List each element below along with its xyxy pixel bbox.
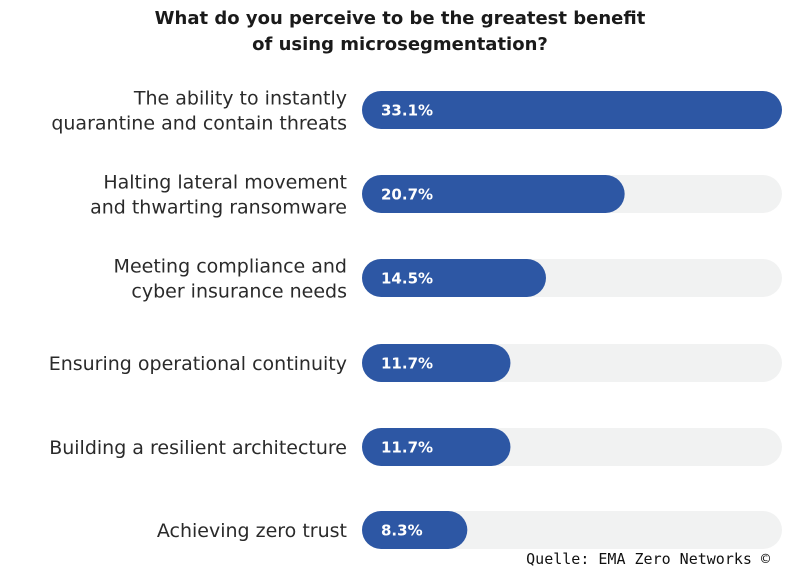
category-label-1-line-0: Halting lateral movement (103, 172, 347, 194)
category-label-3-line-0: Ensuring operational continuity (49, 353, 347, 375)
category-label-0-line-0: The ability to instantly (133, 88, 347, 110)
bar-value-label-0: 33.1% (381, 102, 433, 120)
category-label-4-line-0: Building a resilient architecture (49, 437, 347, 459)
category-label-2-line-1: cyber insurance needs (131, 281, 347, 303)
bar-value-label-4: 11.7% (381, 439, 433, 457)
bar-2 (362, 259, 546, 297)
source-caption: Quelle: EMA Zero Networks © (526, 550, 770, 568)
bar-5 (362, 511, 468, 549)
bar-track-5 (362, 511, 782, 549)
bar-1 (362, 175, 625, 213)
bar-4 (362, 428, 511, 466)
chart-title: What do you perceive to be the greatest … (0, 6, 800, 58)
category-label-5-line-0: Achieving zero trust (157, 520, 347, 542)
bar-3 (362, 344, 511, 382)
bar-value-label-2: 14.5% (381, 270, 433, 288)
bar-0 (362, 91, 782, 129)
chart-title-line-1: What do you perceive to be the greatest … (154, 8, 646, 29)
category-label-2-line-0: Meeting compliance and (114, 256, 347, 278)
category-label-0-line-1: quarantine and contain threats (51, 113, 347, 135)
chart-title-line-2: of using microsegmentation? (252, 34, 548, 55)
bar-value-label-5: 8.3% (381, 522, 423, 540)
bar-value-label-3: 11.7% (381, 355, 433, 373)
category-label-1-line-1: and thwarting ransomware (90, 197, 347, 219)
bar-value-label-1: 20.7% (381, 186, 433, 204)
